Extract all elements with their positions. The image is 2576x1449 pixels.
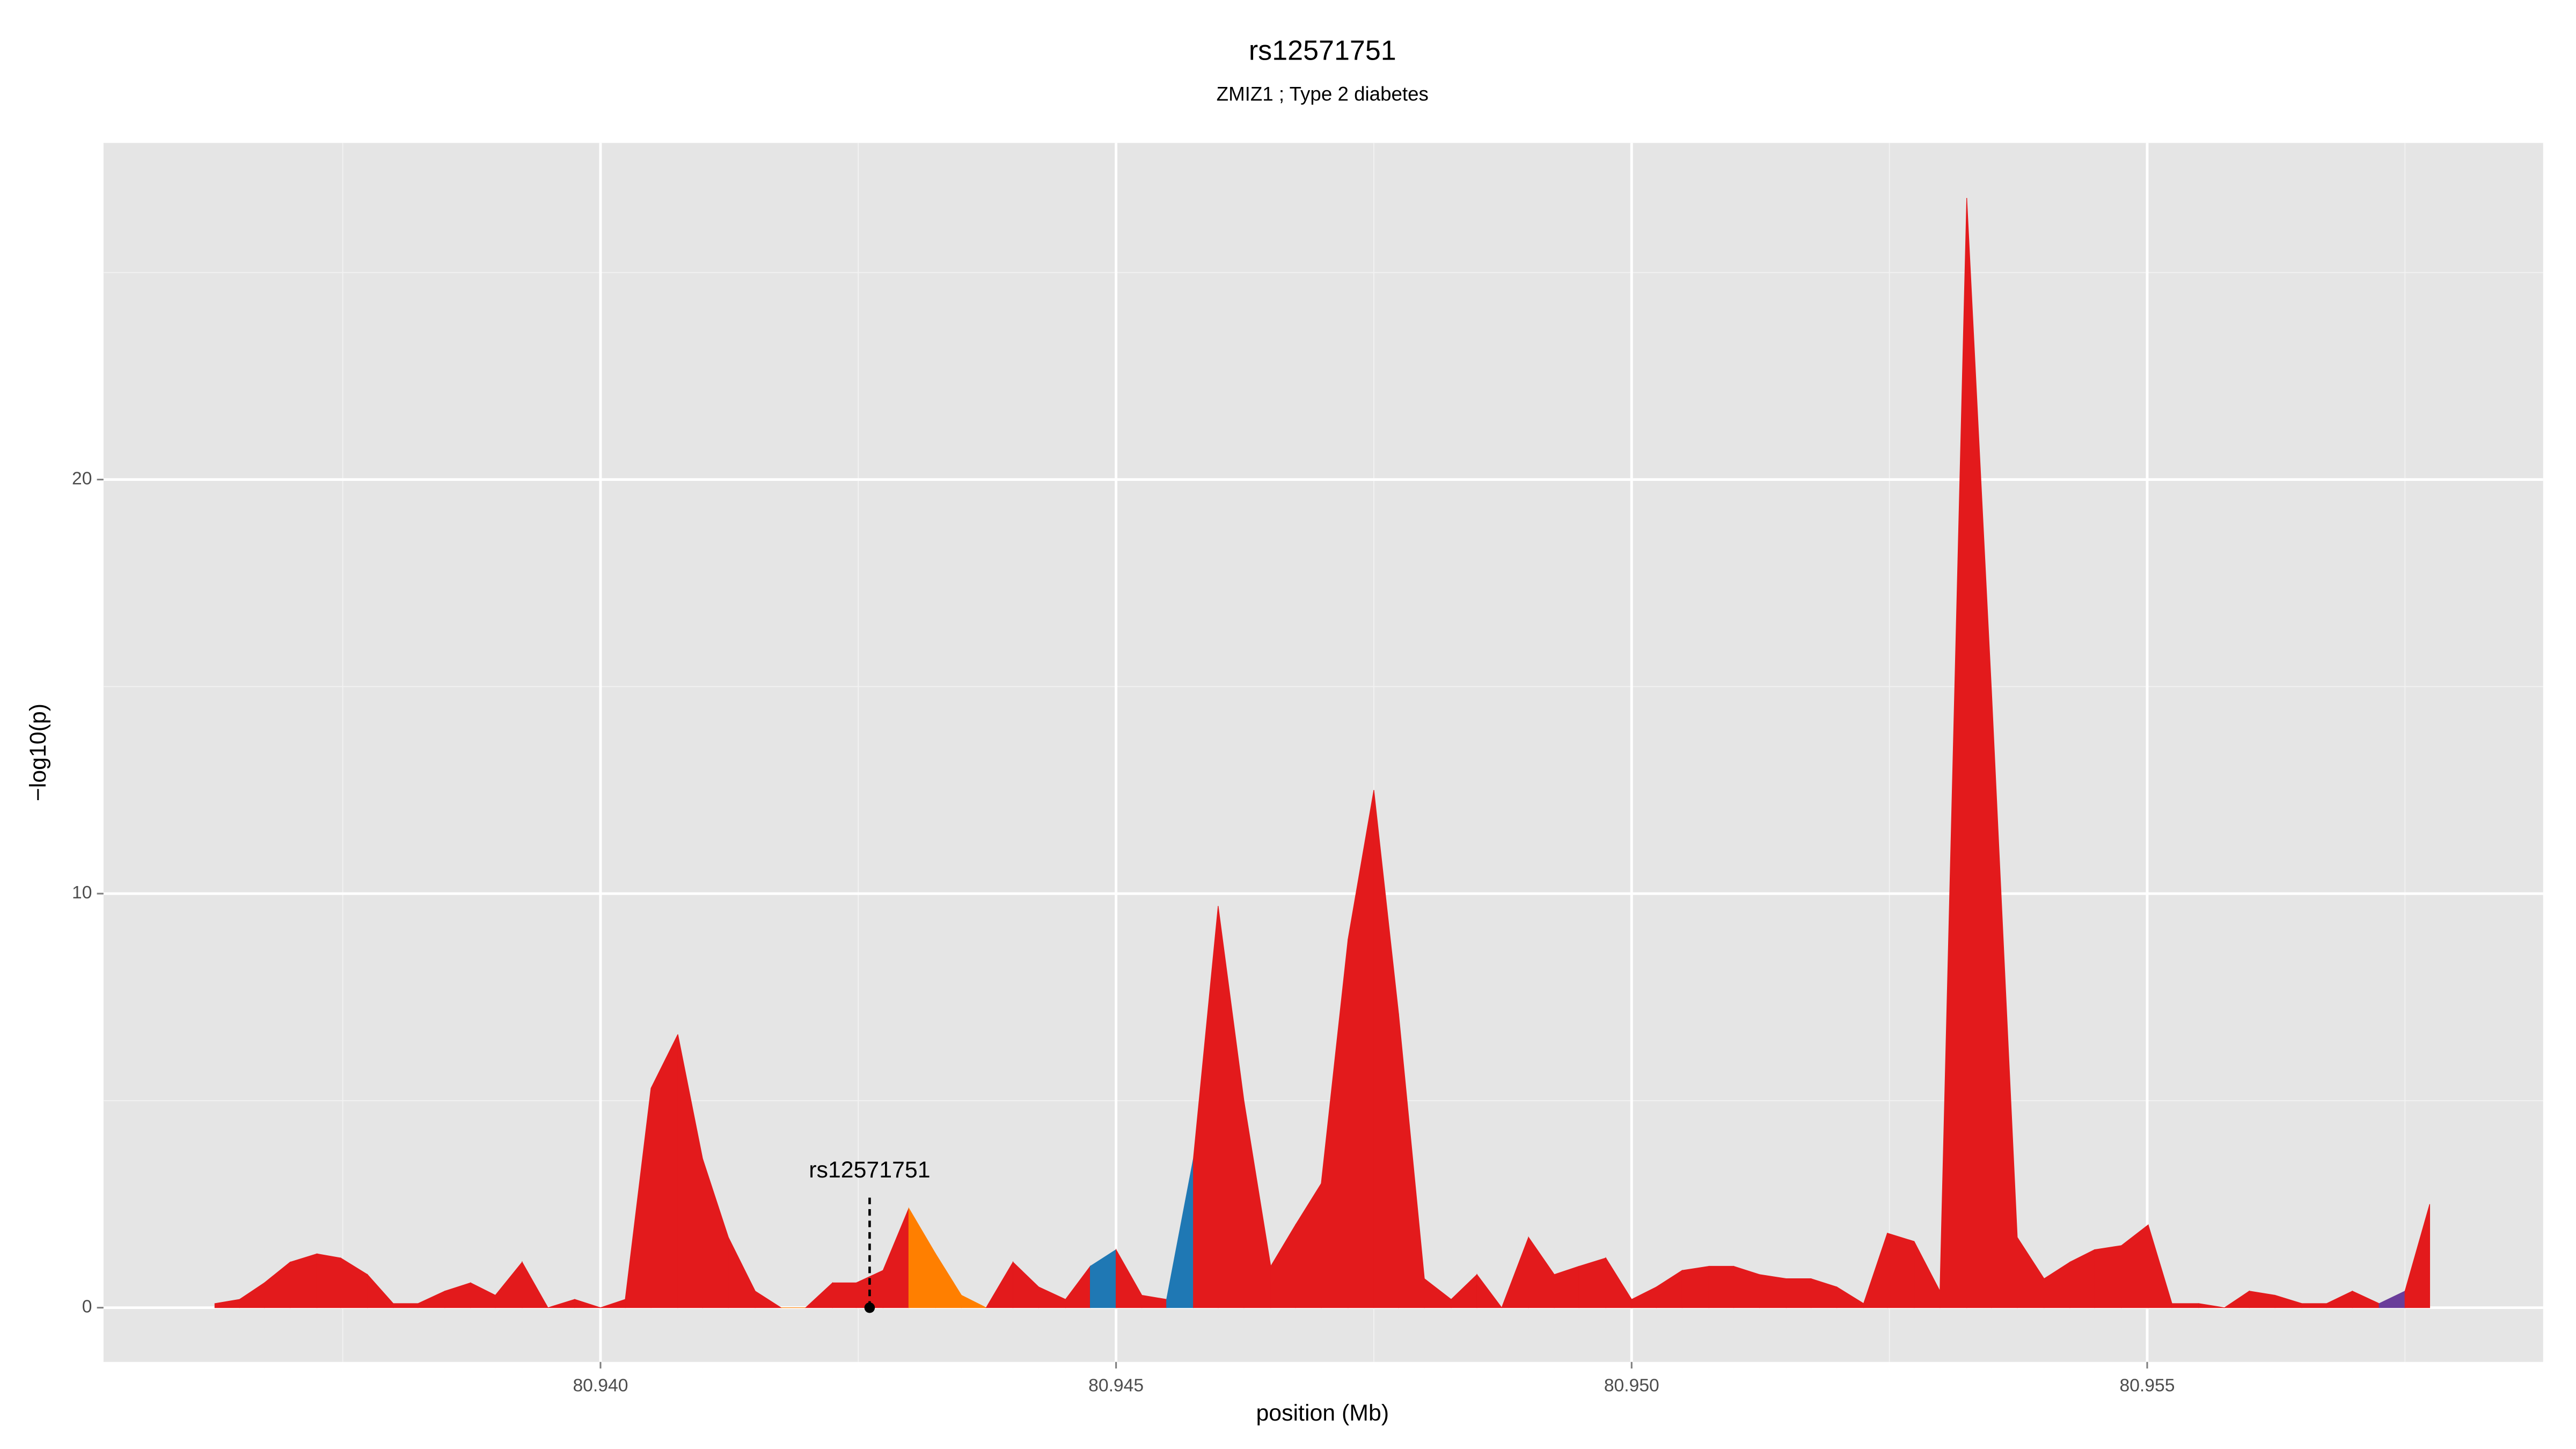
area-segment bbox=[1681, 1265, 1710, 1308]
x-tick-label: 80.940 bbox=[573, 1376, 628, 1396]
y-axis-label: −log10(p) bbox=[25, 704, 51, 801]
plot-panel bbox=[103, 143, 2543, 1362]
area-segment bbox=[2171, 1303, 2199, 1308]
area-segment bbox=[755, 1290, 782, 1308]
area-segment bbox=[2404, 1204, 2431, 1308]
chart-subtitle: ZMIZ1 ; Type 2 diabetes bbox=[1217, 83, 1429, 105]
area-segment bbox=[2094, 1245, 2122, 1308]
y-tick-label: 10 bbox=[72, 883, 92, 903]
area-segment bbox=[1759, 1274, 1787, 1308]
x-axis-label: position (Mb) bbox=[1256, 1400, 1389, 1426]
area-segment bbox=[1708, 1265, 1735, 1308]
area-segment bbox=[1476, 1274, 1503, 1308]
area-segment bbox=[1578, 1257, 1606, 1308]
annotation-label: rs12571751 bbox=[809, 1157, 930, 1183]
area-segment bbox=[574, 1299, 601, 1308]
area-segment bbox=[316, 1253, 341, 1308]
x-tick-label: 80.950 bbox=[1604, 1376, 1659, 1396]
area-segment bbox=[1887, 1232, 1915, 1308]
y-tick-label: 20 bbox=[72, 469, 92, 488]
area-segment bbox=[832, 1282, 857, 1308]
area-segment bbox=[1785, 1278, 1812, 1308]
y-tick-label: 0 bbox=[82, 1297, 92, 1317]
area-segment bbox=[2301, 1303, 2327, 1308]
area-segment bbox=[2198, 1303, 2225, 1308]
area-segment bbox=[393, 1303, 419, 1308]
x-tick-label: 80.955 bbox=[2119, 1376, 2175, 1396]
x-tick-label: 80.945 bbox=[1088, 1376, 1144, 1396]
area-segment bbox=[522, 1261, 549, 1308]
area-segment bbox=[290, 1253, 318, 1308]
annotation-point bbox=[864, 1302, 875, 1313]
area-segment bbox=[961, 1294, 986, 1308]
chart-title: rs12571751 bbox=[1249, 35, 1396, 67]
